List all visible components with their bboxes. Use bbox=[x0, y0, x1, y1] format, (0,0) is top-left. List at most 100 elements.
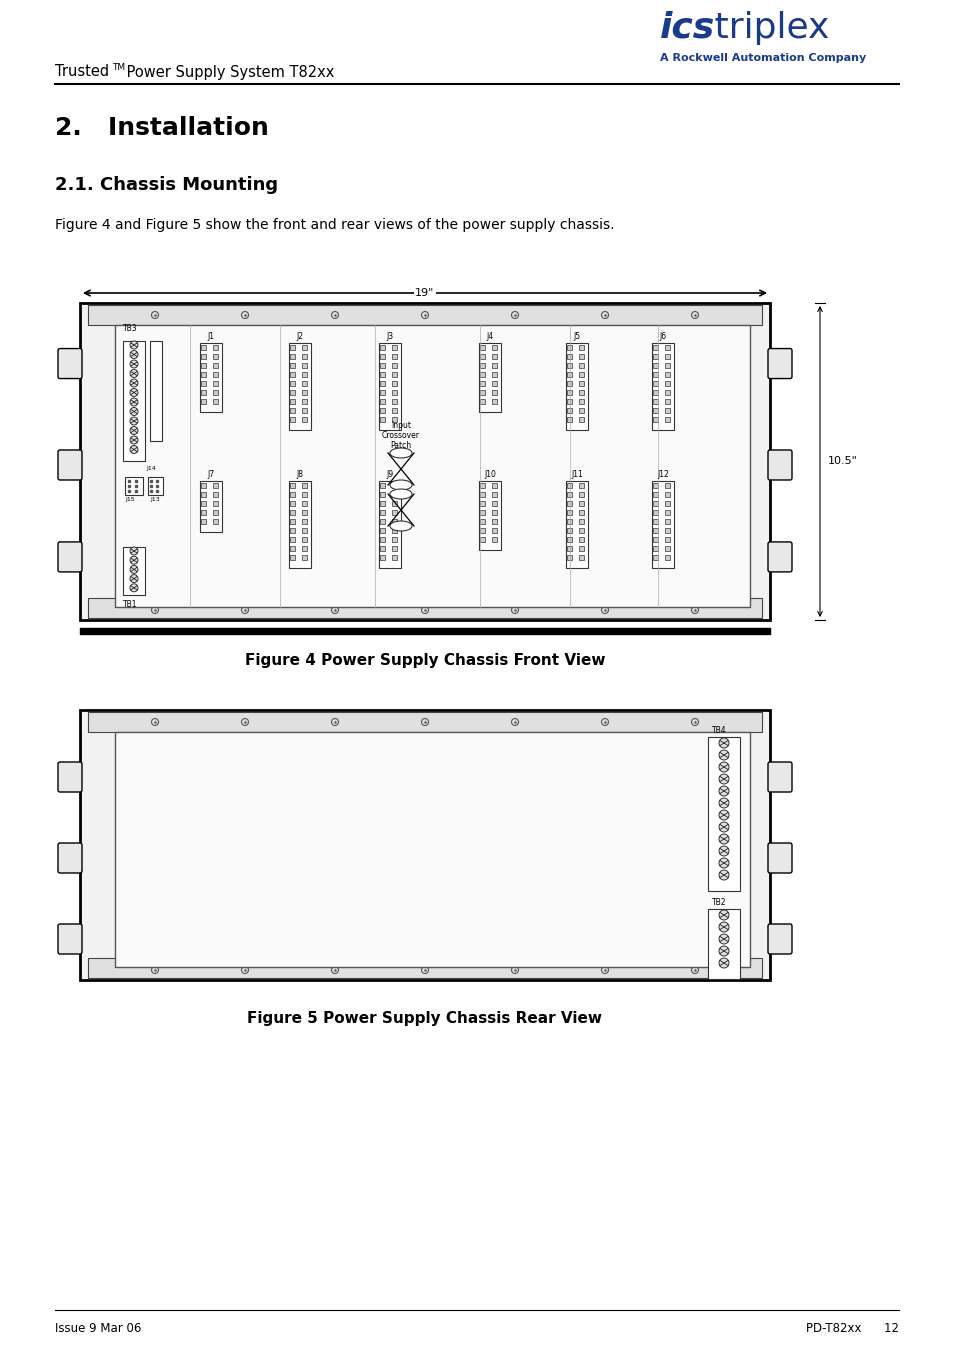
Text: Figure 5 Power Supply Chassis Rear View: Figure 5 Power Supply Chassis Rear View bbox=[247, 1011, 602, 1025]
Bar bbox=[392, 536, 397, 542]
FancyBboxPatch shape bbox=[58, 843, 82, 873]
Circle shape bbox=[130, 446, 138, 454]
Text: ics: ics bbox=[659, 11, 715, 45]
Bar bbox=[380, 536, 385, 542]
Bar bbox=[291, 372, 295, 377]
Circle shape bbox=[130, 370, 138, 377]
Bar bbox=[115, 326, 749, 607]
Bar bbox=[480, 492, 485, 497]
Bar bbox=[665, 354, 670, 358]
Bar bbox=[578, 372, 584, 377]
Bar bbox=[291, 536, 295, 542]
Text: TB1: TB1 bbox=[123, 600, 137, 609]
Bar bbox=[392, 509, 397, 515]
Text: 19": 19" bbox=[415, 288, 435, 299]
Bar bbox=[665, 509, 670, 515]
Bar bbox=[213, 372, 218, 377]
Circle shape bbox=[719, 798, 728, 808]
Bar bbox=[492, 536, 497, 542]
Bar bbox=[567, 408, 572, 412]
Bar bbox=[665, 345, 670, 350]
Bar bbox=[392, 362, 397, 367]
Text: 10.5": 10.5" bbox=[827, 457, 857, 466]
Bar bbox=[565, 343, 587, 430]
Bar bbox=[578, 408, 584, 412]
Bar bbox=[291, 509, 295, 515]
Text: TM: TM bbox=[112, 62, 125, 72]
Bar bbox=[380, 408, 385, 412]
Bar bbox=[392, 500, 397, 505]
Bar bbox=[392, 492, 397, 497]
Bar bbox=[380, 527, 385, 532]
Bar bbox=[567, 354, 572, 358]
Bar bbox=[380, 500, 385, 505]
FancyBboxPatch shape bbox=[767, 843, 791, 873]
Bar bbox=[380, 389, 385, 394]
Bar bbox=[302, 546, 307, 550]
Text: Issue 9 Mar 06: Issue 9 Mar 06 bbox=[55, 1321, 141, 1335]
Bar bbox=[578, 362, 584, 367]
Bar bbox=[289, 343, 311, 430]
FancyBboxPatch shape bbox=[58, 450, 82, 480]
Bar bbox=[492, 519, 497, 523]
Bar bbox=[302, 408, 307, 412]
Bar bbox=[291, 519, 295, 523]
Bar bbox=[291, 554, 295, 559]
Bar bbox=[291, 482, 295, 488]
Bar bbox=[291, 546, 295, 550]
Bar bbox=[201, 492, 206, 497]
Bar bbox=[578, 389, 584, 394]
Circle shape bbox=[719, 921, 728, 932]
Bar bbox=[302, 416, 307, 422]
Bar bbox=[291, 345, 295, 350]
Bar bbox=[302, 509, 307, 515]
Bar bbox=[653, 362, 658, 367]
Text: J9: J9 bbox=[386, 470, 394, 480]
Bar bbox=[480, 354, 485, 358]
Bar bbox=[653, 381, 658, 385]
Text: A Rockwell Automation Company: A Rockwell Automation Company bbox=[659, 53, 865, 63]
FancyBboxPatch shape bbox=[58, 762, 82, 792]
Bar bbox=[665, 362, 670, 367]
Bar bbox=[665, 492, 670, 497]
Bar bbox=[578, 354, 584, 358]
FancyBboxPatch shape bbox=[767, 762, 791, 792]
Bar bbox=[480, 389, 485, 394]
Bar bbox=[653, 519, 658, 523]
Bar bbox=[291, 527, 295, 532]
Circle shape bbox=[719, 750, 728, 761]
Bar bbox=[653, 554, 658, 559]
Bar bbox=[653, 527, 658, 532]
Bar bbox=[291, 416, 295, 422]
Text: J11: J11 bbox=[571, 470, 582, 480]
Bar bbox=[567, 546, 572, 550]
Bar bbox=[302, 345, 307, 350]
Bar bbox=[665, 408, 670, 412]
Circle shape bbox=[719, 870, 728, 880]
Bar bbox=[88, 305, 761, 326]
Text: TB4: TB4 bbox=[711, 725, 725, 735]
Bar bbox=[289, 481, 311, 567]
Bar bbox=[492, 372, 497, 377]
Text: J1: J1 bbox=[208, 332, 214, 340]
Text: Figure 4 Power Supply Chassis Front View: Figure 4 Power Supply Chassis Front View bbox=[245, 653, 604, 667]
Bar bbox=[492, 492, 497, 497]
Bar bbox=[567, 519, 572, 523]
Circle shape bbox=[719, 846, 728, 857]
Bar bbox=[213, 399, 218, 404]
FancyBboxPatch shape bbox=[767, 542, 791, 571]
Circle shape bbox=[130, 340, 138, 349]
Text: Input: Input bbox=[391, 422, 411, 430]
Circle shape bbox=[719, 786, 728, 796]
Bar bbox=[88, 958, 761, 978]
Bar bbox=[567, 381, 572, 385]
Bar bbox=[80, 303, 769, 620]
Bar bbox=[380, 381, 385, 385]
Bar bbox=[578, 546, 584, 550]
Text: J10: J10 bbox=[483, 470, 496, 480]
Bar bbox=[578, 482, 584, 488]
Circle shape bbox=[130, 427, 138, 435]
Bar bbox=[653, 482, 658, 488]
Bar bbox=[392, 345, 397, 350]
Text: PD-T82xx      12: PD-T82xx 12 bbox=[805, 1321, 898, 1335]
